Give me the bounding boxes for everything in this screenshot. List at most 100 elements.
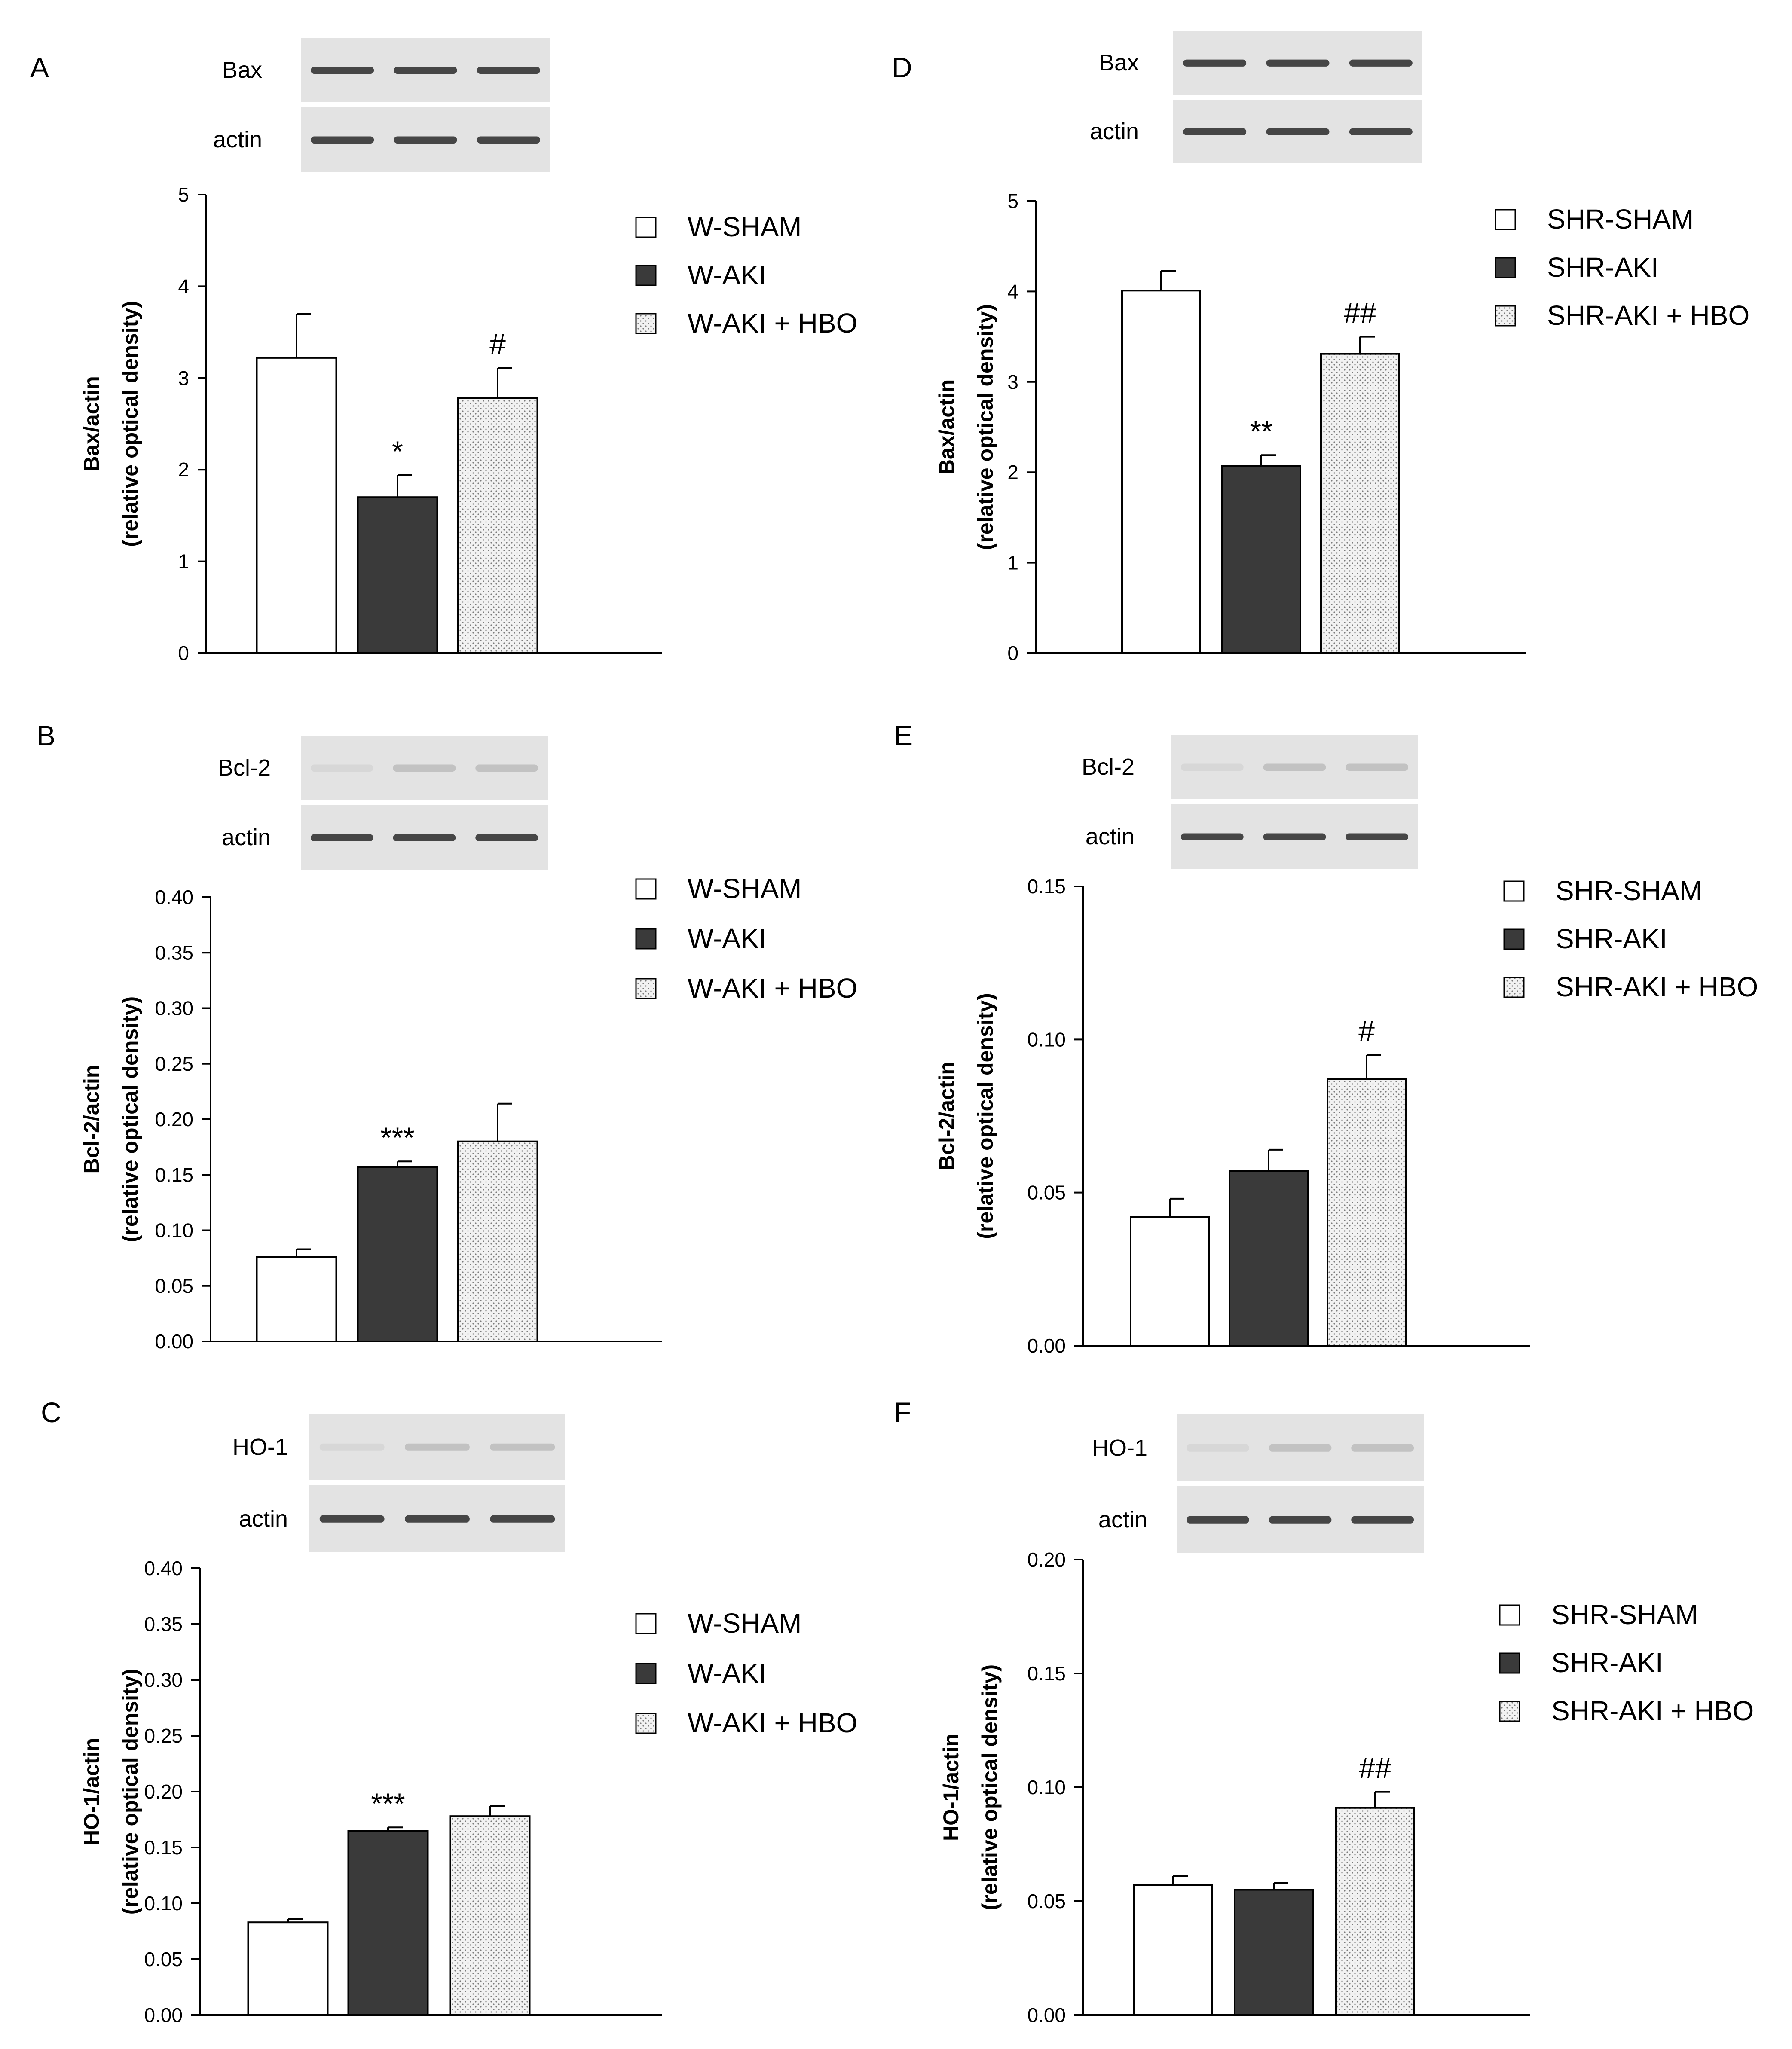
y-tick-label: 0.10	[1027, 1776, 1066, 1799]
y-tick-label: 0.30	[155, 997, 193, 1020]
blot-band	[1183, 59, 1247, 67]
y-tick-label: 4	[178, 275, 189, 297]
legend-label: W-AKI + HBO	[688, 1707, 857, 1738]
blot-label: actin	[1086, 824, 1135, 849]
y-tick-label: 0.15	[144, 1836, 183, 1859]
bar	[457, 1140, 538, 1342]
y-tick-label: 0.40	[144, 1557, 183, 1579]
y-tick-label: 5	[178, 183, 189, 206]
significance-mark: ##	[1359, 1752, 1391, 1785]
y-tick-label: 0.10	[1027, 1028, 1066, 1050]
bar	[449, 1815, 531, 2016]
panel-e: E Bcl-2 actin 0.00 0.05 0.10 0.15 Bcl-2/actin (r…	[894, 720, 1758, 1357]
legend-label: SHR-AKI	[1547, 252, 1659, 283]
panel-c: C HO-1 actin 0.00 0.05 0.10 0.15 0.20 0.25 0.30 0.…	[41, 1396, 857, 2026]
legend-swatch	[635, 313, 657, 334]
y-tick-label: 0.40	[155, 886, 193, 908]
y-tick-label: 0.25	[155, 1053, 193, 1075]
bar	[1133, 1884, 1213, 2016]
blot-label: Bcl-2	[218, 755, 271, 781]
legend-label: SHR-SHAM	[1556, 875, 1702, 906]
blot-band	[319, 1443, 385, 1451]
panel-letter: A	[30, 52, 49, 83]
y-axis-label: HO-1/actin	[939, 1734, 963, 1841]
blot-band	[1269, 1516, 1332, 1524]
y-tick-label: 0.35	[144, 1613, 183, 1635]
y-tick-label: 3	[178, 367, 189, 389]
blot-band	[393, 834, 456, 841]
y-tick-label: 1	[178, 550, 189, 573]
bar	[1320, 353, 1400, 654]
blot-band	[1266, 128, 1330, 135]
y-tick-label: 0.15	[155, 1163, 193, 1186]
y-tick-label: 0.00	[144, 2004, 183, 2026]
blot-band	[1346, 763, 1408, 771]
blot-band	[311, 136, 374, 144]
y-axis-label: (relative optical density)	[978, 1664, 1002, 1910]
legend-label: W-AKI	[688, 923, 767, 954]
legend-swatch	[1495, 257, 1516, 278]
blot-strip	[1177, 1414, 1424, 1481]
bar	[1130, 1216, 1210, 1347]
legend-label: W-AKI + HBO	[688, 308, 857, 339]
legend-swatch	[635, 265, 657, 286]
legend-swatch	[635, 1613, 657, 1634]
bar	[1221, 465, 1301, 654]
bar	[247, 1921, 329, 2016]
panel-a: A Bax actin 0 1 2 3 4 5 Bax/actin (relative optica…	[30, 38, 857, 664]
significance-mark: #	[1358, 1015, 1375, 1047]
blot-band	[311, 67, 374, 74]
y-tick-label: 0.05	[144, 1948, 183, 1970]
y-tick-label: 0.15	[1027, 875, 1066, 898]
legend-swatch	[1495, 209, 1516, 230]
legend-swatch	[1503, 880, 1525, 902]
y-tick-label: 2	[178, 458, 189, 481]
blot-band	[1263, 763, 1326, 771]
legend-label: W-AKI + HBO	[688, 973, 857, 1004]
legend-label: SHR-AKI + HBO	[1556, 971, 1758, 1002]
significance-mark: **	[1250, 415, 1273, 448]
blot-band	[475, 834, 538, 841]
legend-label: W-AKI	[688, 1658, 767, 1689]
legend-swatch	[1495, 305, 1516, 327]
blot-band	[405, 1443, 470, 1451]
significance-mark: *	[392, 435, 403, 468]
blot-band	[1349, 128, 1413, 135]
legend-label: W-AKI	[688, 260, 767, 290]
legend-label: SHR-AKI	[1551, 1647, 1663, 1678]
blot-band	[394, 67, 457, 74]
blot-label: Bcl-2	[1082, 754, 1135, 780]
blot-band	[477, 136, 540, 144]
legend-swatch	[1503, 977, 1525, 998]
y-tick-label: 0.00	[1027, 1334, 1066, 1357]
y-tick-label: 0.20	[155, 1108, 193, 1130]
y-tick-label: 0.25	[144, 1725, 183, 1747]
blot-label: actin	[1098, 1507, 1147, 1533]
significance-mark: #	[489, 328, 506, 360]
blot-label: Bax	[222, 57, 262, 83]
panel-letter: D	[892, 52, 912, 83]
legend-swatch	[1499, 1652, 1520, 1674]
y-axis-label: (relative optical density)	[973, 304, 997, 550]
legend-label: SHR-AKI + HBO	[1547, 300, 1749, 331]
blot-label: HO-1	[232, 1434, 288, 1460]
panel-letter: E	[894, 720, 913, 751]
blot-strip	[301, 736, 548, 800]
bar	[256, 357, 337, 654]
legend-label: W-SHAM	[688, 211, 801, 242]
panel-letter: C	[41, 1396, 61, 1428]
y-tick-label: 0.05	[1027, 1890, 1066, 1912]
y-tick-label: 4	[1007, 280, 1018, 302]
blot-band	[1187, 1444, 1249, 1452]
legend-swatch	[1499, 1604, 1520, 1626]
y-axis-label: (relative optical density)	[118, 1669, 142, 1915]
y-axis-label: HO-1/actin	[80, 1738, 104, 1845]
y-tick-label: 0.35	[155, 941, 193, 964]
bar	[1234, 1889, 1314, 2016]
blot-band	[393, 764, 456, 772]
y-tick-label: 0.30	[144, 1669, 183, 1691]
y-axis-label: (relative optical density)	[118, 301, 142, 547]
bar	[1229, 1170, 1309, 1347]
blot-band	[490, 1443, 555, 1451]
